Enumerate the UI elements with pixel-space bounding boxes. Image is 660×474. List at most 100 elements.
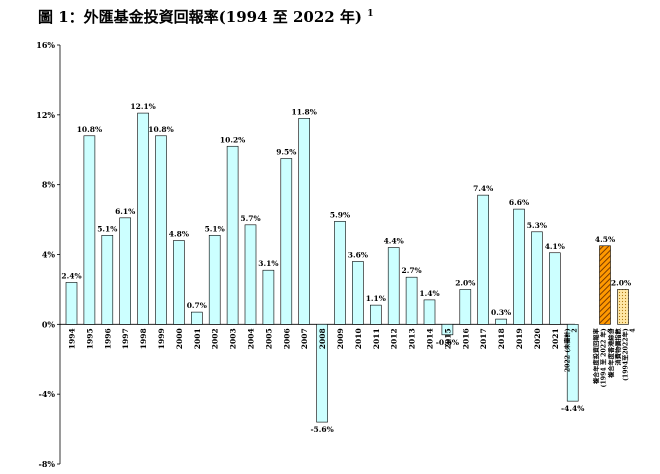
bar	[65, 282, 78, 325]
x-tick-label: 1997	[121, 328, 130, 349]
bar	[459, 289, 472, 325]
x-tick-label-line: 2	[572, 328, 579, 332]
data-label: 6.6%	[509, 198, 529, 207]
data-label: 7.4%	[473, 184, 493, 193]
data-label: 5.1%	[97, 224, 117, 233]
data-label: -5.6%	[310, 425, 333, 434]
x-tick-label-group: 1996	[103, 328, 112, 349]
data-label: 9.5%	[276, 147, 296, 156]
data-label: 4.1%	[545, 242, 565, 251]
data-label: 2.0%	[611, 278, 631, 287]
x-tick-label-group: 2017	[479, 328, 488, 349]
bar	[531, 231, 543, 325]
bar	[387, 247, 400, 325]
data-label: 10.8%	[148, 125, 173, 134]
data-label: 5.1%	[205, 224, 225, 233]
data-label: 1.1%	[366, 294, 386, 303]
bar	[617, 289, 629, 325]
bar	[137, 112, 149, 325]
bar	[119, 217, 131, 325]
bar	[334, 221, 346, 325]
bar	[280, 158, 293, 325]
data-label: 2.0%	[455, 278, 475, 287]
x-tick-label-line: (1994至2022年)	[621, 328, 629, 381]
data-label: 1.4%	[419, 289, 439, 298]
x-tick-label: 2020	[533, 328, 542, 349]
x-tick-label-group: 1997	[121, 328, 130, 349]
x-tick-label-group: 2009	[336, 328, 345, 349]
x-tick-label: 2009	[336, 328, 345, 349]
x-tick-label-line: 複合年度香港綜合	[607, 328, 615, 379]
x-tick-label-group: 2014	[426, 328, 435, 349]
x-tick-label-group: 2000	[175, 328, 184, 349]
title-footnote: 1	[367, 9, 374, 19]
x-tick-label: 2000	[175, 328, 184, 349]
x-tick-label-group: 複合年度投資回報率 (1994 至 2022 年) 3	[593, 328, 615, 388]
x-tick-label-group: 2015	[443, 328, 452, 349]
bar	[405, 276, 418, 325]
x-tick-label-group: 2002	[211, 328, 220, 349]
data-label: 4.8%	[169, 230, 189, 239]
x-tick-label: 1999	[157, 328, 166, 349]
bar	[599, 245, 611, 325]
x-tick-label-line: 4	[629, 328, 636, 333]
x-tick-label-group: 1994	[68, 328, 77, 349]
y-tick-label: -4%	[39, 389, 56, 399]
x-tick-label-line: 消費物價指數	[614, 328, 622, 366]
x-tick-label: 1994	[68, 328, 77, 349]
bar	[548, 252, 561, 325]
data-label: 2.7%	[402, 266, 422, 275]
y-tick-label: 0%	[42, 319, 56, 329]
y-tick-label: 16%	[36, 40, 55, 50]
x-tick-label-group: 複合年度香港綜合 消費物價指數 (1994至2022年) 4	[607, 328, 636, 381]
x-tick-label-group: 2005	[264, 328, 273, 349]
bar	[191, 311, 203, 325]
x-tick-label-group: 2003	[229, 328, 238, 349]
y-tick-label: 12%	[36, 110, 55, 120]
bar	[226, 145, 239, 325]
x-tick-label-group: 2020	[533, 328, 542, 349]
x-tick-label-group: 2013	[408, 328, 417, 349]
x-tick-label-group: 2022 (未審計) 2	[564, 328, 579, 372]
x-tick-label: 2017	[479, 328, 488, 349]
x-tick-label-line: 3	[608, 328, 615, 332]
bar	[477, 194, 490, 325]
x-tick-label: 2015	[443, 328, 452, 349]
bar	[101, 234, 114, 325]
x-tick-label: 1996	[103, 328, 112, 349]
x-tick-label-group: 2012	[390, 328, 399, 349]
bar	[513, 208, 525, 325]
data-label: 5.7%	[240, 214, 260, 223]
x-tick-label: 2003	[229, 328, 238, 349]
data-label: -0.6%	[436, 338, 459, 347]
x-tick-label: 2013	[408, 328, 417, 349]
x-tick-label: 2014	[426, 328, 435, 349]
x-tick-label-line: 2022 (未審計)	[564, 328, 572, 372]
data-label: 10.2%	[220, 135, 245, 144]
data-label: 3.1%	[258, 259, 278, 268]
data-label: 5.3%	[527, 221, 547, 230]
x-tick-label: 2010	[354, 328, 363, 349]
bar	[316, 324, 328, 423]
x-tick-label-group: 1998	[139, 328, 148, 349]
x-tick-label-line: 複合年度投資回報率	[593, 328, 601, 385]
data-label: 2.4%	[61, 271, 81, 280]
x-tick-label-group: 2021	[551, 328, 560, 349]
x-tick-label: 2021	[551, 328, 560, 349]
x-tick-label-line: (1994 至 2022 年)	[600, 328, 608, 387]
x-tick-label-group: 2001	[193, 328, 202, 349]
x-tick-label: 2019	[515, 328, 524, 349]
bar	[155, 135, 167, 325]
x-tick-label-group: 2016	[461, 328, 470, 349]
bars-layer	[65, 112, 629, 423]
x-tick-label-group: 1995	[85, 328, 94, 349]
data-label: 12.1%	[130, 102, 155, 111]
labels-layer: 2.4% 10.8% 5.1% 6.1% 12.1% 10.8% 4.8% 0.7% 5.1% 1…	[61, 102, 636, 434]
x-tick-label: 2016	[461, 328, 470, 349]
bar	[495, 318, 507, 325]
x-tick-label: 2004	[247, 328, 256, 349]
x-tick-label: 2012	[390, 328, 399, 349]
x-tick-label: 1995	[85, 328, 94, 349]
x-tick-label: 2011	[372, 328, 381, 349]
